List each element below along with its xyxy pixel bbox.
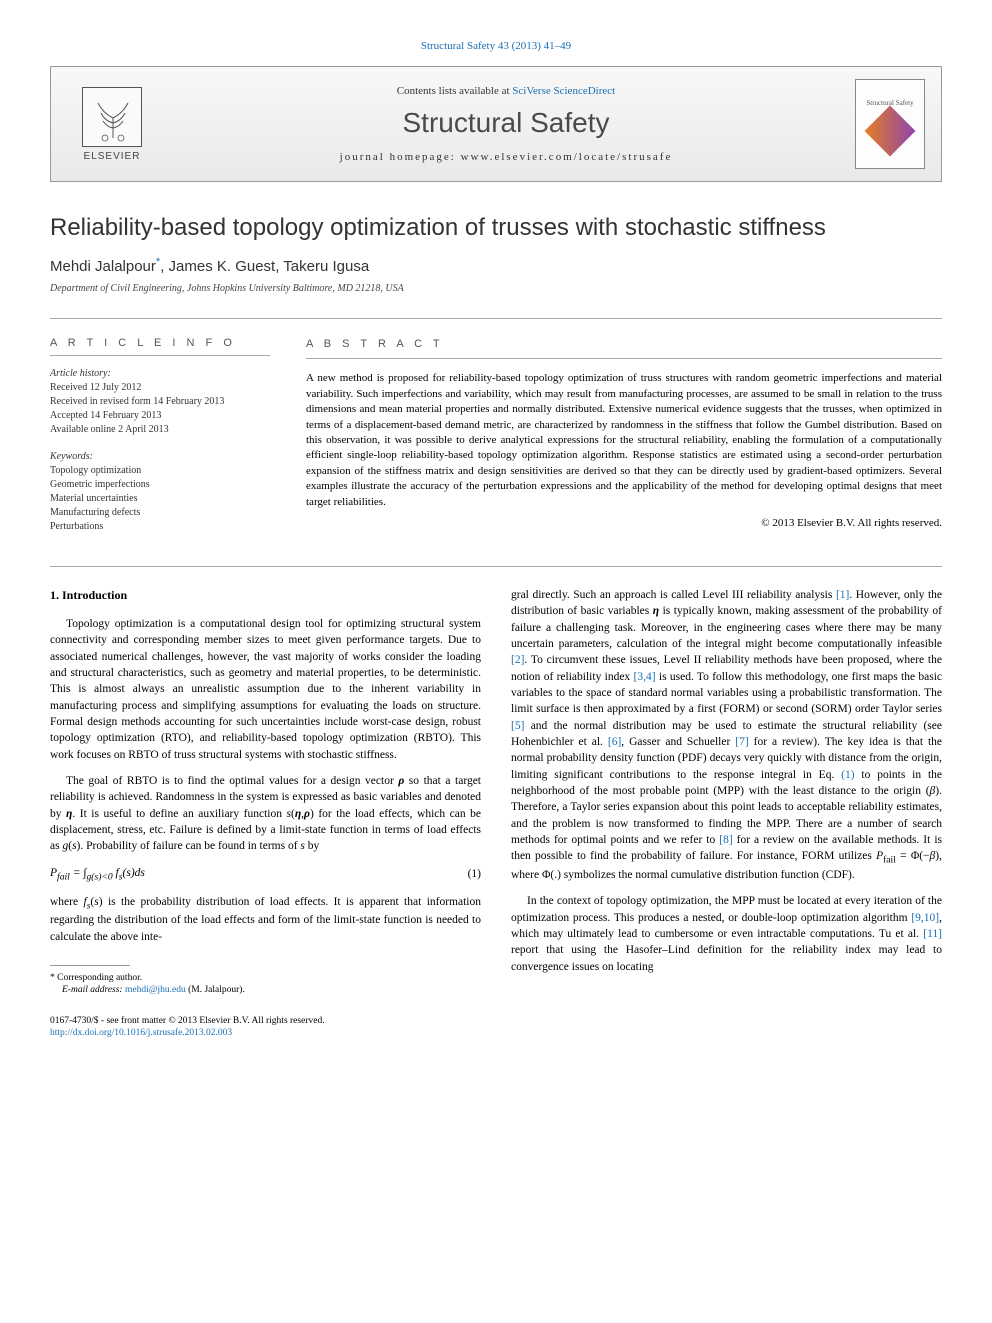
journal-title: Structural Safety bbox=[157, 107, 855, 139]
homepage-label: journal homepage: bbox=[340, 151, 461, 163]
history-item: Available online 2 April 2013 bbox=[50, 423, 270, 437]
authors-line: Mehdi Jalalpour*, James K. Guest, Takeru… bbox=[50, 256, 942, 275]
article-info-heading: A R T I C L E I N F O bbox=[50, 337, 270, 356]
eq-ref-link[interactable]: (1) bbox=[841, 769, 854, 781]
elsevier-logo[interactable]: ELSEVIER bbox=[67, 79, 157, 169]
journal-homepage: journal homepage: www.elsevier.com/locat… bbox=[157, 151, 855, 163]
elsevier-tree-icon bbox=[82, 87, 142, 147]
equation-number: (1) bbox=[468, 866, 481, 882]
left-column: 1. Introduction Topology optimization is… bbox=[50, 587, 481, 1039]
other-authors: , James K. Guest, Takeru Igusa bbox=[160, 258, 369, 275]
equation: Pfail = ∫g(s)<0 fs(s)ds bbox=[50, 865, 145, 884]
section-number: 1. bbox=[50, 588, 59, 602]
ref-link[interactable]: [6] bbox=[608, 736, 621, 748]
history-item: Received 12 July 2012 bbox=[50, 381, 270, 395]
keyword-item: Manufacturing defects bbox=[50, 506, 270, 520]
corresponding-author[interactable]: Mehdi Jalalpour bbox=[50, 258, 156, 275]
history-list: Received 12 July 2012 Received in revise… bbox=[50, 381, 270, 437]
history-item: Received in revised form 14 February 201… bbox=[50, 395, 270, 409]
section-heading: 1. Introduction bbox=[50, 587, 481, 604]
body-paragraph: where fs(s) is the probability distribut… bbox=[50, 894, 481, 946]
section-title: Introduction bbox=[62, 588, 127, 602]
body-paragraph: In the context of topology optimization,… bbox=[511, 893, 942, 975]
ref-link[interactable]: [7] bbox=[735, 736, 748, 748]
equation-row: Pfail = ∫g(s)<0 fs(s)ds (1) bbox=[50, 865, 481, 884]
abstract-copyright: © 2013 Elsevier B.V. All rights reserved… bbox=[306, 516, 942, 531]
journal-header: ELSEVIER Contents lists available at Sci… bbox=[50, 66, 942, 182]
elsevier-name: ELSEVIER bbox=[84, 151, 141, 162]
abstract-text: A new method is proposed for reliability… bbox=[306, 371, 942, 510]
keyword-item: Geometric imperfections bbox=[50, 478, 270, 492]
body-paragraph: The goal of RBTO is to find the optimal … bbox=[50, 773, 481, 855]
article-info-column: A R T I C L E I N F O Article history: R… bbox=[50, 337, 270, 534]
ref-link[interactable]: [11] bbox=[923, 928, 942, 940]
email-label: E-mail address: bbox=[62, 985, 123, 995]
journal-header-center: Contents lists available at SciVerse Sci… bbox=[157, 85, 855, 163]
ref-link[interactable]: [1] bbox=[836, 589, 849, 601]
contents-line: Contents lists available at SciVerse Sci… bbox=[157, 85, 855, 97]
homepage-url[interactable]: www.elsevier.com/locate/strusafe bbox=[461, 151, 673, 163]
keyword-item: Topology optimization bbox=[50, 464, 270, 478]
body-paragraph: Topology optimization is a computational… bbox=[50, 616, 481, 763]
keyword-item: Perturbations bbox=[50, 520, 270, 534]
keywords-label: Keywords: bbox=[50, 451, 270, 462]
journal-cover-thumbnail[interactable]: Structural Safety bbox=[855, 79, 925, 169]
right-column: gral directly. Such an approach is calle… bbox=[511, 587, 942, 1039]
body-two-column: 1. Introduction Topology optimization is… bbox=[50, 587, 942, 1039]
affiliation: Department of Civil Engineering, Johns H… bbox=[50, 283, 942, 294]
section-divider bbox=[50, 566, 942, 567]
contents-prefix: Contents lists available at bbox=[397, 85, 512, 97]
issn-line: 0167-4730/$ - see front matter © 2013 El… bbox=[50, 1015, 481, 1027]
ref-link[interactable]: [9,10] bbox=[911, 912, 939, 924]
history-label: Article history: bbox=[50, 368, 270, 379]
ref-link[interactable]: [2] bbox=[511, 654, 524, 666]
cover-graphic-icon bbox=[865, 106, 916, 157]
abstract-heading: A B S T R A C T bbox=[306, 337, 942, 359]
citation-header: Structural Safety 43 (2013) 41–49 bbox=[50, 40, 942, 52]
abstract-column: A B S T R A C T A new method is proposed… bbox=[306, 337, 942, 534]
doi-link[interactable]: http://dx.doi.org/10.1016/j.strusafe.201… bbox=[50, 1028, 232, 1038]
footnote-block: * Corresponding author. E-mail address: … bbox=[50, 972, 481, 997]
ref-link[interactable]: [8] bbox=[719, 834, 732, 846]
corresponding-label: Corresponding author. bbox=[57, 973, 142, 983]
body-paragraph: gral directly. Such an approach is calle… bbox=[511, 587, 942, 883]
sciencedirect-link[interactable]: SciVerse ScienceDirect bbox=[512, 85, 615, 97]
history-item: Accepted 14 February 2013 bbox=[50, 409, 270, 423]
ref-link[interactable]: [3,4] bbox=[634, 671, 656, 683]
keyword-item: Material uncertainties bbox=[50, 492, 270, 506]
footnote-separator bbox=[50, 965, 130, 966]
ref-link[interactable]: [5] bbox=[511, 720, 524, 732]
email-author-name: (M. Jalalpour). bbox=[188, 985, 245, 995]
page-footer: 0167-4730/$ - see front matter © 2013 El… bbox=[50, 1015, 481, 1040]
info-abstract-row: A R T I C L E I N F O Article history: R… bbox=[50, 318, 942, 534]
citation-text[interactable]: Structural Safety 43 (2013) 41–49 bbox=[421, 40, 571, 52]
article-title: Reliability-based topology optimization … bbox=[50, 214, 942, 242]
email-link[interactable]: mehdi@jhu.edu bbox=[125, 985, 186, 995]
keywords-list: Topology optimization Geometric imperfec… bbox=[50, 464, 270, 534]
